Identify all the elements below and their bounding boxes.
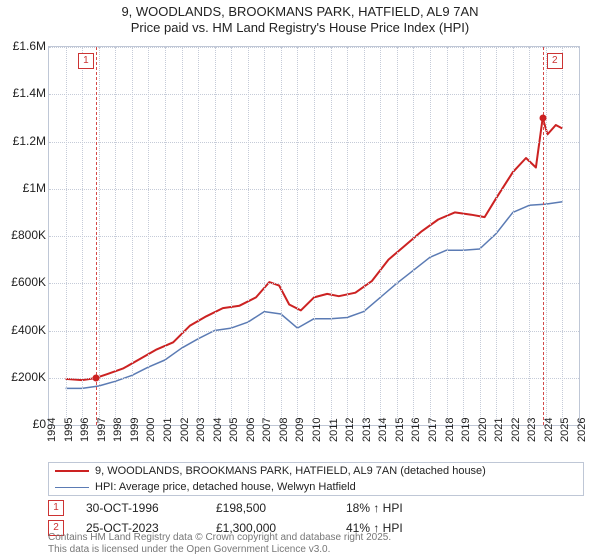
gridline-v — [215, 47, 216, 425]
x-tick-label: 1995 — [63, 418, 75, 442]
gridline-v — [281, 47, 282, 425]
gridline-v — [397, 47, 398, 425]
marker-dot — [92, 375, 99, 382]
x-tick-label: 2016 — [410, 418, 422, 442]
x-tick-label: 2024 — [543, 418, 555, 442]
gridline-v — [132, 47, 133, 425]
y-tick-label: £0 — [2, 417, 46, 431]
gridline-v — [99, 47, 100, 425]
gridline-v — [82, 47, 83, 425]
gridline-v — [529, 47, 530, 425]
annotation-rel: 18% ↑ HPI — [346, 501, 403, 515]
gridline-v — [380, 47, 381, 425]
copyright-line2: This data is licensed under the Open Gov… — [48, 544, 330, 555]
x-tick-label: 2008 — [278, 418, 290, 442]
gridline-v — [198, 47, 199, 425]
gridline-v — [182, 47, 183, 425]
x-tick-label: 2025 — [559, 418, 571, 442]
marker-badge: 2 — [547, 53, 563, 69]
x-tick-label: 2011 — [328, 418, 340, 442]
legend-swatch — [55, 487, 89, 488]
chart-area: 12 — [48, 46, 580, 426]
gridline-v — [165, 47, 166, 425]
x-tick-label: 2004 — [212, 418, 224, 442]
x-tick-label: 1997 — [96, 418, 108, 442]
y-tick-label: £400K — [2, 323, 46, 337]
gridline-v — [264, 47, 265, 425]
marker-line — [96, 47, 97, 425]
gridline-v — [463, 47, 464, 425]
gridline-v — [248, 47, 249, 425]
gridline-v — [364, 47, 365, 425]
marker-dot — [539, 114, 546, 121]
gridline-v — [413, 47, 414, 425]
y-tick-label: £200K — [2, 370, 46, 384]
x-tick-label: 2017 — [427, 418, 439, 442]
x-tick-label: 2019 — [460, 418, 472, 442]
marker-line — [543, 47, 544, 425]
gridline-v — [562, 47, 563, 425]
legend-text: 9, WOODLANDS, BROOKMANS PARK, HATFIELD, … — [95, 465, 486, 477]
y-tick-label: £800K — [2, 228, 46, 242]
annotation-row: 1 30-OCT-1996 £198,500 18% ↑ HPI — [48, 500, 578, 516]
title-line2: Price paid vs. HM Land Registry's House … — [131, 20, 469, 35]
gridline-v — [297, 47, 298, 425]
legend-text: HPI: Average price, detached house, Welw… — [95, 481, 356, 493]
x-tick-label: 1996 — [79, 418, 91, 442]
legend-swatch — [55, 470, 89, 472]
chart-title: 9, WOODLANDS, BROOKMANS PARK, HATFIELD, … — [0, 0, 600, 37]
copyright: Contains HM Land Registry data © Crown c… — [48, 532, 391, 556]
x-tick-label: 2002 — [179, 418, 191, 442]
y-tick-label: £1M — [2, 181, 46, 195]
x-tick-label: 2022 — [510, 418, 522, 442]
y-tick-label: £1.2M — [2, 134, 46, 148]
x-tick-label: 1998 — [112, 418, 124, 442]
x-tick-label: 2006 — [245, 418, 257, 442]
x-tick-label: 2007 — [261, 418, 273, 442]
annotation-date: 30-OCT-1996 — [86, 501, 216, 515]
legend-item: 9, WOODLANDS, BROOKMANS PARK, HATFIELD, … — [55, 463, 583, 479]
x-tick-label: 2003 — [195, 418, 207, 442]
gridline-v — [331, 47, 332, 425]
gridline-v — [480, 47, 481, 425]
gridline-v — [115, 47, 116, 425]
y-tick-label: £1.6M — [2, 39, 46, 53]
x-tick-label: 1994 — [46, 418, 58, 442]
x-tick-label: 2015 — [394, 418, 406, 442]
gridline-v — [231, 47, 232, 425]
x-tick-label: 2010 — [311, 418, 323, 442]
title-line1: 9, WOODLANDS, BROOKMANS PARK, HATFIELD, … — [121, 4, 478, 19]
x-tick-label: 2020 — [477, 418, 489, 442]
x-tick-label: 2023 — [526, 418, 538, 442]
gridline-v — [314, 47, 315, 425]
chart-container: 9, WOODLANDS, BROOKMANS PARK, HATFIELD, … — [0, 0, 600, 560]
y-tick-label: £1.4M — [2, 86, 46, 100]
gridline-v — [148, 47, 149, 425]
copyright-line1: Contains HM Land Registry data © Crown c… — [48, 532, 391, 543]
x-tick-label: 2001 — [162, 418, 174, 442]
x-tick-label: 2005 — [228, 418, 240, 442]
x-tick-label: 2009 — [294, 418, 306, 442]
x-tick-label: 2026 — [576, 418, 588, 442]
gridline-v — [66, 47, 67, 425]
marker-badge: 1 — [78, 53, 94, 69]
gridline-v — [430, 47, 431, 425]
gridline-v — [513, 47, 514, 425]
x-tick-label: 2014 — [377, 418, 389, 442]
x-tick-label: 2021 — [493, 418, 505, 442]
annotation-price: £198,500 — [216, 501, 346, 515]
legend-item: HPI: Average price, detached house, Welw… — [55, 479, 583, 495]
gridline-v — [546, 47, 547, 425]
x-tick-label: 2013 — [361, 418, 373, 442]
marker-badge: 1 — [48, 500, 64, 516]
gridline-v — [447, 47, 448, 425]
legend: 9, WOODLANDS, BROOKMANS PARK, HATFIELD, … — [48, 462, 584, 496]
x-tick-label: 2018 — [444, 418, 456, 442]
x-tick-label: 1999 — [129, 418, 141, 442]
x-tick-label: 2012 — [344, 418, 356, 442]
y-tick-label: £600K — [2, 275, 46, 289]
gridline-v — [347, 47, 348, 425]
gridline-v — [496, 47, 497, 425]
x-tick-label: 2000 — [145, 418, 157, 442]
